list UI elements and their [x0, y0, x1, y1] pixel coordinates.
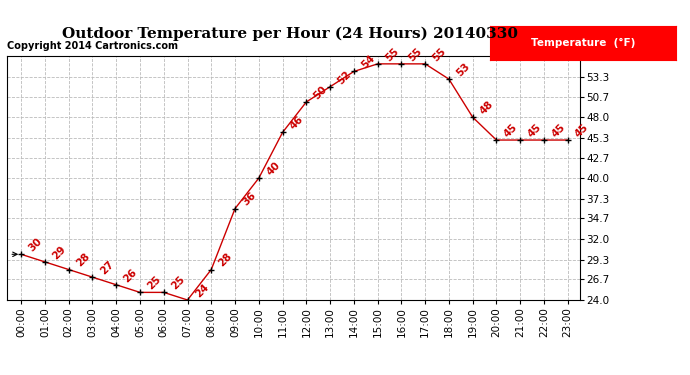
Text: 45: 45: [526, 122, 543, 139]
Text: 28: 28: [75, 251, 92, 269]
Text: 27: 27: [98, 259, 115, 276]
Text: Copyright 2014 Cartronics.com: Copyright 2014 Cartronics.com: [7, 41, 178, 51]
Text: 55: 55: [407, 46, 424, 63]
Text: 45: 45: [502, 122, 520, 139]
Text: 25: 25: [169, 274, 186, 292]
Text: 54: 54: [359, 53, 377, 71]
Text: 29: 29: [50, 244, 68, 261]
Text: 25: 25: [146, 274, 163, 292]
Text: Outdoor Temperature per Hour (24 Hours) 20140330: Outdoor Temperature per Hour (24 Hours) …: [62, 26, 518, 40]
Text: 48: 48: [478, 99, 495, 116]
Text: 45: 45: [549, 122, 567, 139]
Text: Temperature  (°F): Temperature (°F): [531, 38, 635, 48]
Text: 53: 53: [455, 61, 472, 78]
Text: 30: 30: [27, 236, 44, 254]
Text: 24: 24: [193, 282, 210, 299]
Text: 50: 50: [312, 84, 329, 101]
Text: 46: 46: [288, 114, 306, 132]
Text: 55: 55: [383, 46, 400, 63]
Text: 26: 26: [121, 267, 139, 284]
Text: 40: 40: [264, 160, 282, 177]
Text: 28: 28: [217, 251, 234, 269]
Text: 55: 55: [431, 46, 448, 63]
Text: 36: 36: [241, 190, 258, 208]
Text: 45: 45: [573, 122, 591, 139]
Text: 52: 52: [335, 69, 353, 86]
